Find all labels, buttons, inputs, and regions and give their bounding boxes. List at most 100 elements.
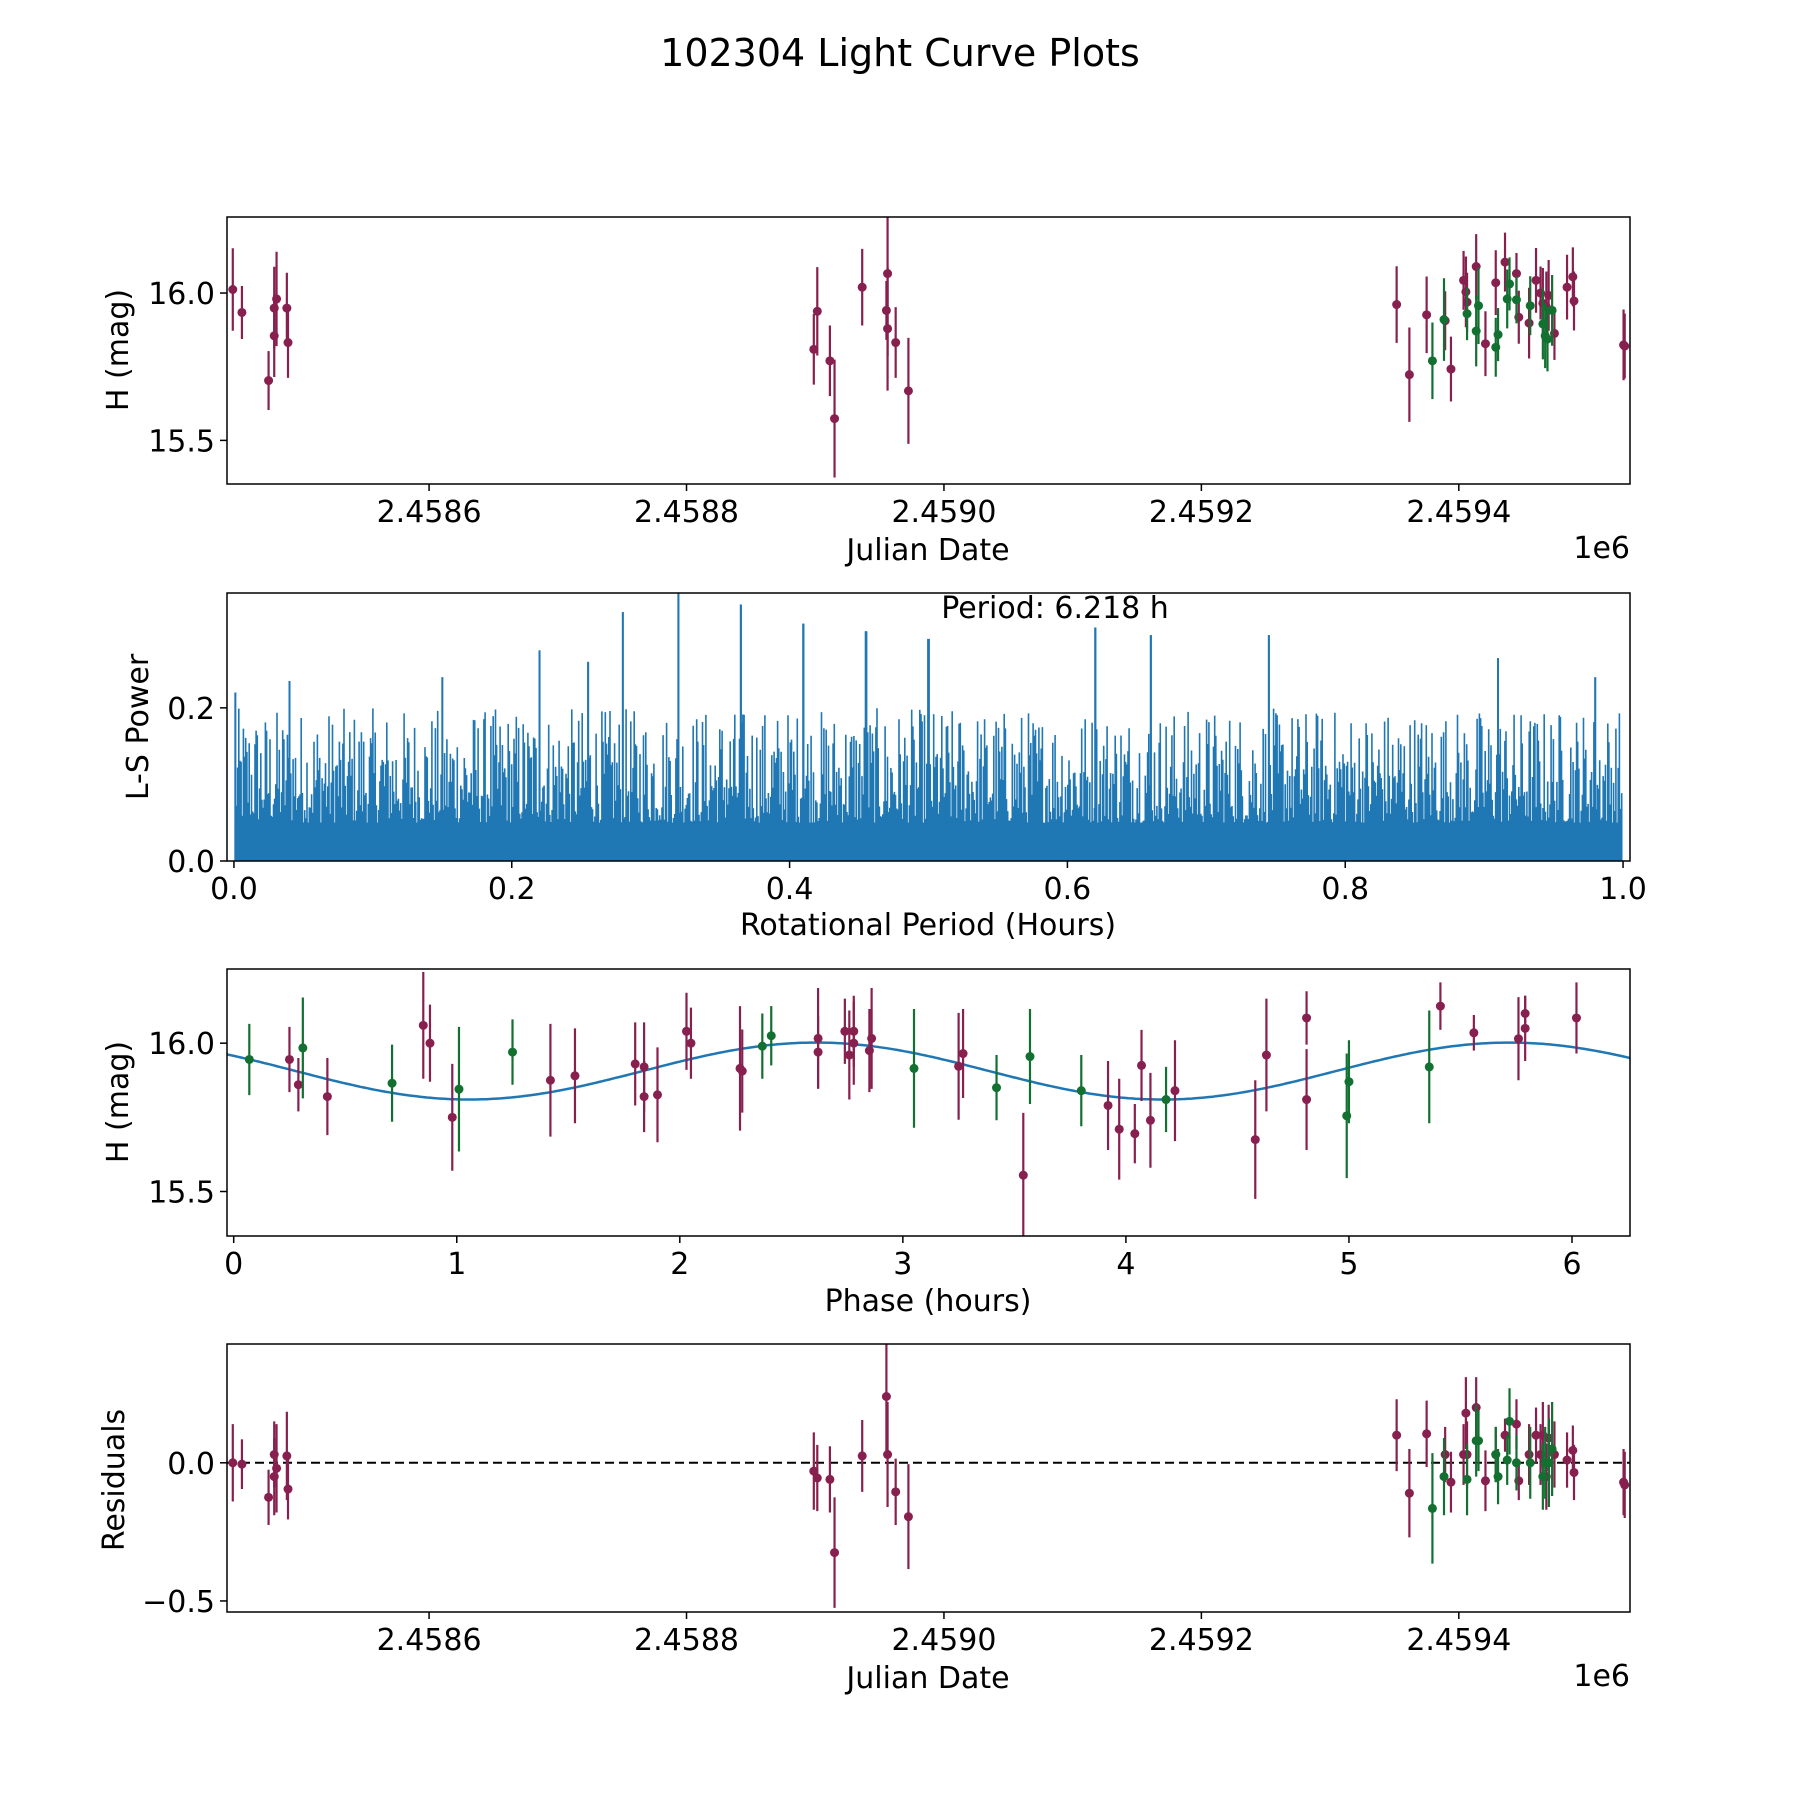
data-point — [1525, 1458, 1535, 1468]
data-point — [1562, 1455, 1572, 1465]
data-point — [857, 1451, 867, 1461]
x-tick-label: 0.4 — [766, 872, 814, 907]
data-point — [881, 1391, 891, 1401]
data-point — [1520, 1023, 1530, 1033]
data-point — [1018, 1170, 1028, 1180]
data-point — [1461, 1408, 1471, 1418]
data-point — [1422, 1429, 1432, 1439]
y-tick-label: 0.2 — [167, 692, 215, 727]
data-point — [857, 282, 867, 292]
data-point — [237, 307, 247, 317]
data-point — [1480, 339, 1490, 349]
data-point — [454, 1084, 464, 1094]
series-filter-2 — [244, 997, 1434, 1179]
data-point — [812, 1473, 822, 1483]
data-point — [1103, 1100, 1113, 1110]
data-point — [228, 284, 238, 294]
periodogram-dense-band — [235, 822, 1622, 861]
data-point — [681, 1026, 691, 1036]
data-point — [1076, 1086, 1086, 1096]
data-point — [293, 1080, 303, 1090]
data-point — [1404, 1488, 1414, 1498]
data-point — [1422, 310, 1432, 320]
series-filter-1 — [284, 971, 1581, 1236]
data-point — [844, 1050, 854, 1060]
fit-curve — [227, 1041, 1630, 1101]
data-point — [1137, 1060, 1147, 1070]
data-point — [903, 386, 913, 396]
residuals-x-offset: 1e6 — [1573, 1659, 1630, 1694]
data-point — [639, 1092, 649, 1102]
data-point — [1392, 300, 1402, 310]
data-point — [1502, 1455, 1512, 1465]
residuals-plot-area — [227, 1344, 1630, 1608]
data-point — [830, 1548, 840, 1558]
data-point — [1424, 1062, 1434, 1072]
data-point — [1513, 1034, 1523, 1044]
data-point — [1542, 334, 1552, 344]
data-point — [813, 1047, 823, 1057]
data-point — [1440, 1450, 1450, 1460]
residuals-panel: 2.4586 2.4588 2.4590 2.4592 2.4594 0.0 −0.5 Ju… — [97, 1343, 1631, 1696]
data-point — [849, 1026, 859, 1036]
data-point — [1392, 1430, 1402, 1440]
phased-xlabel: Phase (hours) — [825, 1284, 1032, 1319]
x-tick-label: 2.4594 — [1406, 1623, 1511, 1658]
data-point — [1462, 1474, 1472, 1484]
data-point — [264, 376, 274, 386]
x-tick-label: 0.0 — [210, 872, 258, 907]
x-tick-label: 2 — [670, 1247, 689, 1282]
data-point — [1511, 1419, 1521, 1429]
x-tick-label: 1.0 — [1599, 872, 1647, 907]
x-tick-label: 2.4586 — [377, 495, 482, 530]
data-point — [830, 414, 840, 424]
data-point — [1525, 301, 1535, 311]
periodogram-ticks: 0.0 0.2 0.4 0.6 0.8 1.0 0.0 0.2 — [167, 692, 1647, 907]
periodogram-xlabel: Rotational Period (Hours) — [740, 908, 1116, 943]
data-point — [1480, 1476, 1490, 1486]
data-point — [1130, 1129, 1140, 1139]
x-tick-label: 5 — [1339, 1247, 1358, 1282]
data-point — [1145, 1115, 1155, 1125]
data-point — [1511, 1458, 1521, 1468]
periodogram-plot-area — [234, 593, 1623, 861]
data-point — [1505, 1416, 1515, 1426]
data-point — [1524, 1450, 1534, 1460]
data-point — [1462, 309, 1472, 319]
x-tick-label: 2.4586 — [377, 1623, 482, 1658]
data-point — [1569, 296, 1579, 306]
data-point — [272, 1463, 282, 1473]
data-point — [825, 1474, 835, 1484]
data-point — [1446, 1477, 1456, 1487]
x-tick-label: 2.4592 — [1149, 495, 1254, 530]
data-point — [228, 1458, 238, 1468]
data-point — [1531, 275, 1541, 285]
data-point — [737, 1066, 747, 1076]
phased-ticks: 0 1 2 3 4 5 6 16.0 15.5 — [148, 1027, 1581, 1282]
data-point — [1446, 364, 1456, 374]
residuals-ylabel: Residuals — [97, 1409, 132, 1551]
data-point — [812, 306, 822, 316]
data-point — [1344, 1077, 1354, 1087]
data-point — [809, 1466, 819, 1476]
series-filter-2 — [1427, 1388, 1557, 1564]
data-point — [881, 305, 891, 315]
data-point — [840, 1026, 850, 1036]
data-point — [630, 1059, 640, 1069]
data-point — [1427, 1503, 1437, 1513]
lightcurve-marks — [228, 217, 1630, 478]
data-point — [545, 1075, 555, 1085]
data-point — [1568, 272, 1578, 282]
data-point — [237, 1459, 247, 1469]
data-point — [1544, 290, 1554, 300]
data-point — [1620, 1480, 1630, 1490]
data-point — [1435, 1001, 1445, 1011]
residuals-ticks: 2.4586 2.4588 2.4590 2.4592 2.4594 0.0 −0.5 — [142, 1447, 1511, 1658]
y-tick-label: 0.0 — [167, 1447, 215, 1482]
y-tick-label: 0.0 — [167, 845, 215, 880]
data-point — [1461, 287, 1471, 297]
series-filter-1 — [228, 1344, 1630, 1608]
phased-panel: 0 1 2 3 4 5 6 16.0 15.5 Phase (hours) H (mag) — [101, 968, 1631, 1319]
x-tick-label: 2.4588 — [634, 495, 739, 530]
